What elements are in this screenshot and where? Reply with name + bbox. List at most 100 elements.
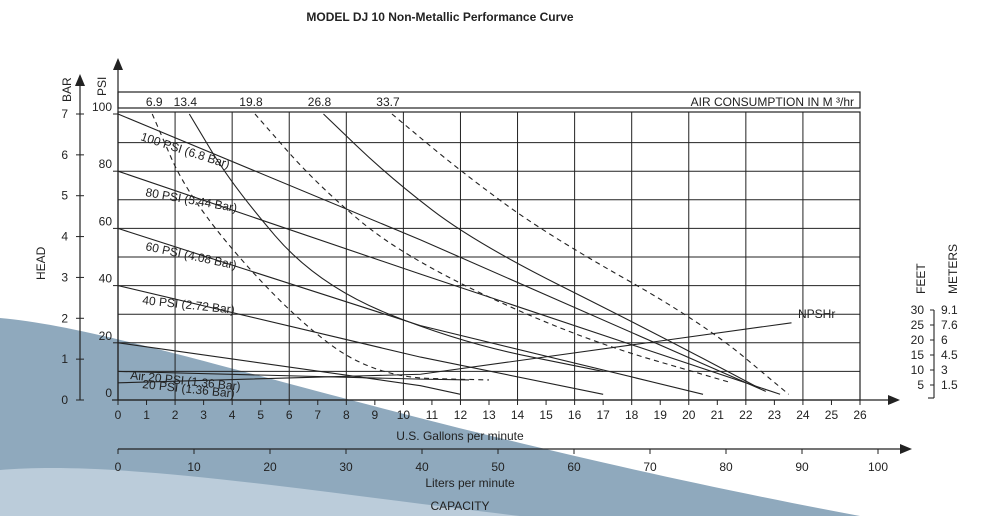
lpm-tick-label: 80 [719, 460, 733, 474]
series-line [117, 170, 781, 395]
feet-tick-label: 25 [911, 318, 925, 332]
grid [117, 91, 861, 401]
series-line [117, 342, 461, 395]
gpm-tick-label: 5 [257, 408, 264, 422]
bar-tick-label: 0 [61, 393, 68, 407]
gpm-tick-label: 3 [200, 408, 207, 422]
lpm-tick-label: 0 [115, 460, 122, 474]
gpm-axis-arrow [888, 395, 900, 405]
series-line [117, 113, 767, 392]
x-axis-title: U.S. Gallons per minute [396, 429, 524, 443]
psi-tick-label: 100 [92, 100, 112, 114]
lpm-tick-label: 10 [187, 460, 201, 474]
gpm-tick-label: 20 [682, 408, 696, 422]
air-consumption-value: 33.7 [376, 95, 400, 109]
gpm-tick-label: 2 [172, 408, 179, 422]
psi-tick-label: 0 [105, 386, 112, 400]
series-label: 80 PSI (5.44 Bar) [144, 185, 238, 215]
bar-tick-label: 4 [61, 230, 68, 244]
air-curve [391, 113, 790, 395]
air-consumption-value: 6.9 [146, 95, 163, 109]
lpm-tick-label: 40 [415, 460, 429, 474]
bar-tick-label: 7 [61, 107, 68, 121]
gpm-tick-label: 25 [825, 408, 839, 422]
gpm-tick-label: 11 [426, 408, 439, 422]
gpm-tick-label: 9 [372, 408, 379, 422]
air-consumption-value: 19.8 [239, 95, 263, 109]
lpm-tick-label: 100 [868, 460, 888, 474]
gpm-tick-label: 21 [711, 408, 725, 422]
chart-title: MODEL DJ 10 Non-Metallic Performance Cur… [306, 10, 574, 24]
psi-axis-title: PSI [95, 77, 109, 96]
head-axis-title: HEAD [34, 246, 48, 280]
bar-tick-label: 1 [61, 352, 68, 366]
capacity-label: CAPACITY [430, 499, 489, 513]
psi-tick-label: 20 [99, 329, 113, 343]
meters-tick-label: 1.5 [941, 378, 958, 392]
bar-tick-label: 6 [61, 148, 68, 162]
gpm-tick-label: 23 [768, 408, 782, 422]
feet-tick-label: 10 [911, 363, 925, 377]
series-label: 40 PSI (2.72 Bar) [142, 293, 236, 317]
meters-tick-label: 9.1 [941, 303, 958, 317]
air-consumption-value: 26.8 [308, 95, 332, 109]
gpm-tick-label: 26 [853, 408, 867, 422]
air-curve [151, 113, 490, 381]
lpm-tick-label: 20 [263, 460, 277, 474]
air-curve [323, 113, 761, 390]
gpm-tick-label: 7 [314, 408, 321, 422]
lpm-axis-title: Liters per minute [425, 476, 515, 490]
lpm-tick-label: 70 [643, 460, 657, 474]
gpm-tick-label: 1 [143, 408, 150, 422]
gpm-tick-label: 16 [568, 408, 582, 422]
psi-tick-label: 60 [99, 214, 113, 228]
lpm-tick-label: 50 [491, 460, 505, 474]
series-label: 100 PSI (6.8 Bar) [139, 130, 232, 172]
gpm-tick-label: 12 [454, 408, 468, 422]
meters-tick-label: 7.6 [941, 318, 958, 332]
gpm-tick-label: 6 [286, 408, 293, 422]
bar-tick-label: 5 [61, 189, 68, 203]
series-line [117, 227, 704, 395]
meters-tick-label: 3 [941, 363, 948, 377]
series-line [117, 285, 604, 395]
psi-tick-label: 40 [99, 272, 113, 286]
meters-tick-label: 4.5 [941, 348, 958, 362]
bar-tick-label: 3 [61, 270, 68, 284]
psi-tick-label: 80 [99, 157, 113, 171]
gpm-tick-label: 13 [482, 408, 496, 422]
meters-axis-title: METERS [946, 244, 960, 294]
lpm-axis-arrow [900, 444, 912, 454]
feet-tick-label: 15 [911, 348, 925, 362]
gpm-tick-label: 4 [229, 408, 236, 422]
gpm-tick-label: 10 [397, 408, 411, 422]
decorative-swoosh-light [0, 468, 520, 516]
psi-axis-arrow [113, 58, 123, 70]
lpm-tick-label: 30 [339, 460, 353, 474]
feet-tick-label: 30 [911, 303, 925, 317]
gpm-tick-label: 8 [343, 408, 350, 422]
feet-axis-title: FEET [914, 263, 928, 294]
series-line [117, 370, 470, 381]
gpm-tick-label: 14 [511, 408, 525, 422]
series-label: 60 PSI (4.08 Bar) [144, 239, 238, 272]
air-curve [254, 113, 732, 384]
decorative-swoosh [0, 318, 860, 516]
gpm-tick-label: 15 [539, 408, 553, 422]
gpm-tick-label: 24 [796, 408, 810, 422]
feet-tick-label: 5 [917, 378, 924, 392]
gpm-tick-label: 18 [625, 408, 639, 422]
air-consumption-value: 13.4 [174, 95, 198, 109]
lpm-tick-label: 90 [795, 460, 809, 474]
feet-tick-label: 20 [911, 333, 925, 347]
bar-axis-title: BAR [60, 77, 74, 102]
air-curve [188, 113, 604, 372]
meters-tick-label: 6 [941, 333, 948, 347]
gpm-tick-label: 19 [654, 408, 668, 422]
axes: 0 1 2 3 4 5 6 7 8 9 10 11 12 13 14 15 16 17 18 19 20 21 22 23 24… [61, 58, 958, 474]
series-line [117, 322, 792, 384]
air-consumption-label: AIR CONSUMPTION IN M ³/hr [691, 95, 854, 109]
bar-tick-label: 2 [61, 311, 68, 325]
